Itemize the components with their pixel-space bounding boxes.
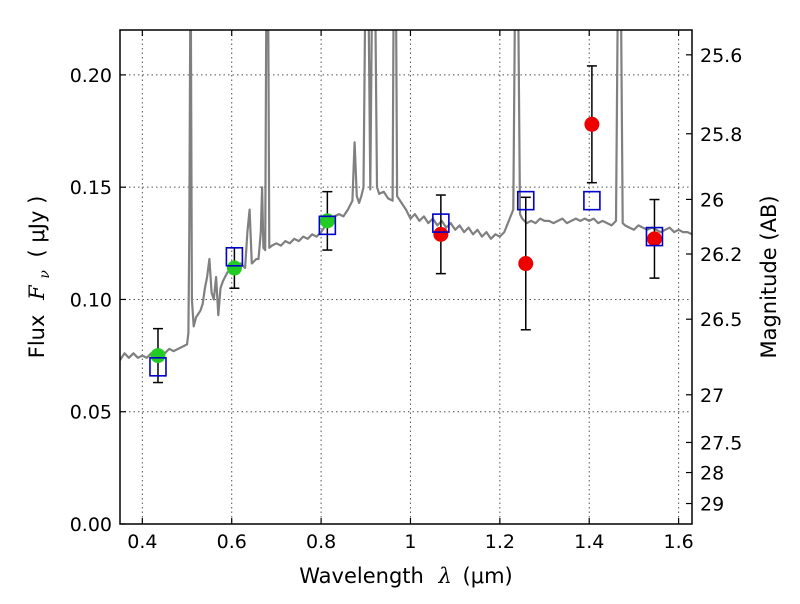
- y2-tick-label: 27.5: [700, 432, 742, 454]
- synthetic-photometry-square: [318, 215, 337, 236]
- synthetic-photometry-square: [432, 213, 450, 233]
- y2-tick-label: 25.8: [700, 124, 742, 146]
- x-tick-label: 0.6: [217, 531, 247, 553]
- grid: [120, 30, 692, 525]
- y-tick-label: 0.05: [70, 402, 112, 424]
- x-axis-label-symbol: λ: [438, 564, 452, 588]
- nir-data-point: [518, 256, 534, 272]
- x-tick-label: 0.8: [306, 531, 336, 553]
- x-axis-label-prefix: Wavelength: [299, 564, 424, 588]
- nir-data-point: [584, 116, 600, 132]
- y2-tick-label: 25.6: [700, 45, 742, 67]
- y2-axis-label: Magnitude (AB): [757, 195, 781, 358]
- synthetic-photometry-square: [225, 246, 244, 267]
- y2-tick-label: 28: [700, 463, 724, 485]
- y-axis-ticks: 0.00 0.05 0.10 0.15 0.20: [70, 65, 126, 536]
- x-axis-ticks: 0.4 0.6 0.8 1 1.2 1.4 1.6: [127, 30, 694, 553]
- optical-data-point: [150, 348, 166, 364]
- nir-data-point: [433, 226, 449, 242]
- plot-frame: [119, 29, 693, 525]
- y-tick-label: 0.20: [70, 65, 112, 87]
- synthetic-photometry-square: [516, 190, 535, 211]
- y2-axis-ticks: 25.6 25.8 26 26.2 26.5 27 27.5 28 29: [686, 45, 742, 516]
- y2-tick-label: 26.5: [700, 309, 742, 331]
- error-bars: [152, 65, 660, 384]
- synthetic-photometry-square: [583, 190, 601, 211]
- data-markers: [149, 116, 664, 377]
- x-tick-label: 1.4: [574, 531, 604, 553]
- nir-data-point: [646, 231, 662, 247]
- y-axis-label: Flux F ν ( μJy ): [25, 196, 54, 359]
- y2-tick-label: 29: [700, 494, 724, 516]
- synthetic-photometry-square: [149, 357, 167, 377]
- y2-tick-label: 26.2: [700, 244, 742, 266]
- y-tick-label: 0.15: [70, 177, 112, 199]
- x-tick-label: 1.6: [663, 531, 693, 553]
- y2-tick-label: 27: [700, 385, 724, 407]
- synthetic-photometry-square: [645, 226, 664, 247]
- y-axis-label-prefix: Flux: [25, 315, 49, 359]
- optical-data-point: [226, 260, 242, 276]
- x-tick-label: 1.2: [485, 531, 515, 553]
- y-tick-label: 0.10: [70, 289, 112, 311]
- y-axis-label-subscript: ν: [37, 270, 53, 279]
- x-axis-label-unit: (μm): [463, 564, 513, 588]
- x-tick-label: 1: [404, 531, 416, 553]
- model-spectrum-line: [120, 30, 692, 361]
- model-spectrum-layer: [120, 30, 692, 361]
- y-axis-label-symbol: F: [25, 284, 49, 301]
- y2-tick-label: 26: [700, 189, 724, 211]
- y-tick-label: 0.00: [70, 514, 112, 536]
- x-axis-label: Wavelength λ (μm): [299, 564, 512, 588]
- x-tick-label: 0.4: [127, 531, 157, 553]
- y-axis-label-unit: ( μJy ): [25, 196, 49, 258]
